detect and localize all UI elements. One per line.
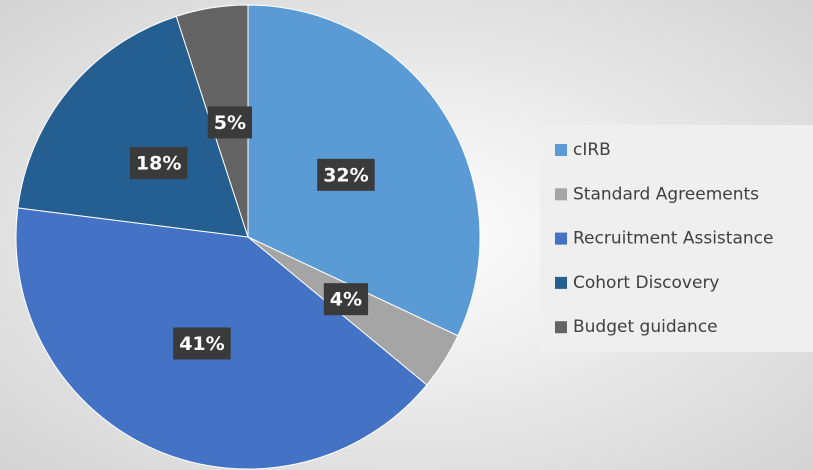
legend-label: cIRB: [573, 140, 611, 160]
data-label: 41%: [179, 333, 224, 355]
legend-label: Budget guidance: [573, 317, 718, 337]
legend-marker: [555, 144, 567, 156]
data-label: 32%: [323, 164, 368, 186]
legend-box: [540, 125, 813, 352]
data-label-box: [317, 158, 375, 191]
legend-label: Recruitment Assistance: [573, 229, 773, 249]
data-label-box: [323, 283, 369, 316]
legend-marker: [555, 321, 567, 334]
data-label-box: [207, 106, 252, 139]
data-label-box: [129, 147, 188, 180]
data-label: 4%: [330, 289, 362, 311]
legend-label: Cohort Discovery: [573, 273, 720, 293]
legend-label: Standard Agreements: [573, 184, 759, 204]
data-label-box: [173, 327, 231, 360]
legend-marker: [555, 188, 567, 201]
data-label: 18%: [136, 153, 181, 175]
legend-marker: [555, 232, 567, 245]
data-label: 5%: [214, 112, 246, 134]
legend-marker: [555, 276, 567, 289]
pie-slice: [17, 15, 249, 238]
